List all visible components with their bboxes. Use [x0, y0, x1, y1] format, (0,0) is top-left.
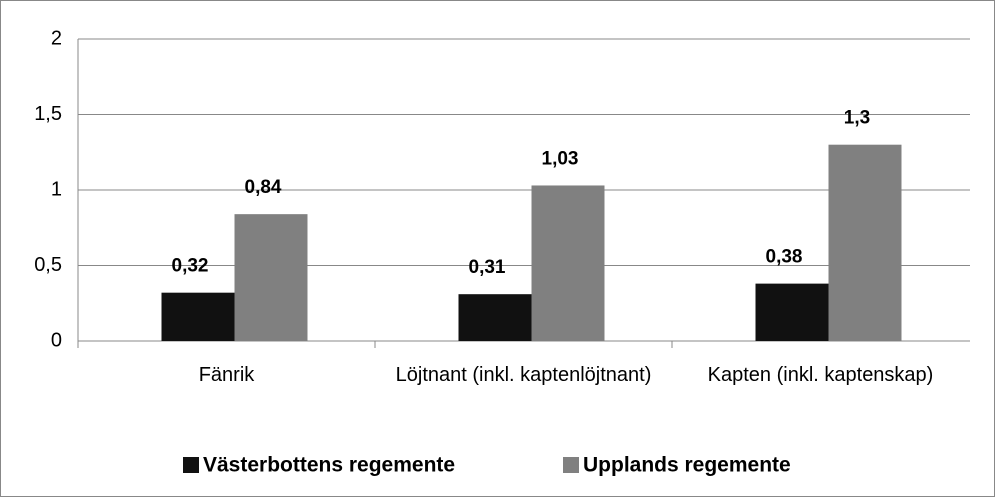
- y-tick-label: 1: [51, 178, 62, 200]
- bar: [161, 292, 235, 341]
- value-label: 1,03: [542, 148, 579, 169]
- legend-swatch: [563, 457, 579, 473]
- y-tick-label: 2: [51, 27, 62, 49]
- value-label: 1,3: [844, 108, 870, 129]
- value-label: 0,84: [245, 177, 282, 198]
- value-label: 0,38: [766, 247, 803, 268]
- bar: [828, 144, 902, 341]
- bar: [458, 294, 532, 341]
- x-tick-label: Kapten (inkl. kaptenskap): [707, 364, 934, 386]
- bar: [755, 283, 829, 341]
- x-tick-label: Fänrik: [198, 364, 255, 386]
- value-label: 0,31: [469, 257, 506, 278]
- y-tick-label: 0,5: [34, 254, 62, 276]
- x-tick-label: Löjtnant (inkl. kaptenlöjtnant): [395, 364, 652, 386]
- legend-swatch: [183, 457, 199, 473]
- y-tick-label: 1,5: [34, 103, 62, 125]
- y-tick-label: 0: [51, 329, 62, 351]
- bar: [531, 185, 605, 341]
- value-label: 0,32: [172, 256, 209, 277]
- legend-label: Västerbottens regemente: [203, 454, 455, 477]
- legend-label: Upplands regemente: [583, 454, 791, 477]
- bar: [234, 214, 308, 341]
